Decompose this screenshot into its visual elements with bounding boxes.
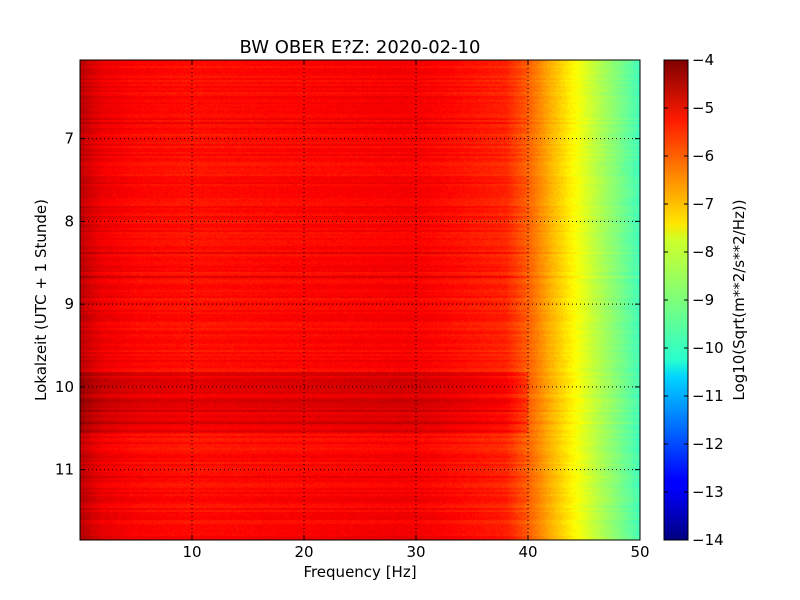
colorbar-tick-label: −10: [692, 339, 724, 357]
colorbar-tick-label: −11: [692, 387, 724, 405]
colorbar-tick-label: −6: [692, 147, 714, 165]
x-tick-label: 10: [182, 543, 201, 561]
grid-lines: [80, 60, 640, 540]
y-tick-label: 11: [55, 461, 74, 479]
x-tick-label: 20: [294, 543, 313, 561]
colorbar-tick-label: −5: [692, 99, 714, 117]
colorbar-tick-label: −13: [692, 483, 724, 501]
colorbar-tick-label: −14: [692, 531, 724, 549]
plot-frame: [79, 59, 641, 541]
x-tick-label: 40: [518, 543, 537, 561]
colorbar-label: Log10(Sqrt(m**2/s**2/Hz)): [730, 199, 748, 400]
chart-title: BW OBER E?Z: 2020-02-10: [240, 37, 481, 58]
colorbar-tick-label: −12: [692, 435, 724, 453]
x-axis-ticks: 10 20 30 40 50: [182, 60, 650, 561]
colorbar-tick-label: −9: [692, 291, 714, 309]
y-tick-label: 8: [64, 212, 74, 230]
plot-area: 10 20 30 40 50 7 8 9 10 11: [55, 59, 650, 561]
y-tick-label: 7: [64, 130, 74, 148]
y-tick-label: 10: [55, 378, 74, 396]
colorbar-tick-label: −4: [692, 51, 714, 69]
colorbar-tick-label: −8: [692, 243, 714, 261]
y-axis-label: Lokalzeit (UTC + 1 Stunde): [32, 199, 50, 401]
colorbar: −4 −5 −6 −7 −8 −9 −10 −11 −12 −13 −14: [663, 51, 724, 549]
colorbar-ticks: −4 −5 −6 −7 −8 −9 −10 −11 −12 −13 −14: [664, 51, 724, 549]
y-tick-label: 9: [64, 295, 74, 313]
colorbar-tick-label: −7: [692, 195, 714, 213]
y-axis-ticks: 7 8 9 10 11: [55, 130, 640, 479]
x-tick-label: 30: [406, 543, 425, 561]
x-tick-label: 50: [630, 543, 649, 561]
heatmap-raster: [80, 60, 640, 540]
x-axis-label: Frequency [Hz]: [303, 563, 416, 581]
